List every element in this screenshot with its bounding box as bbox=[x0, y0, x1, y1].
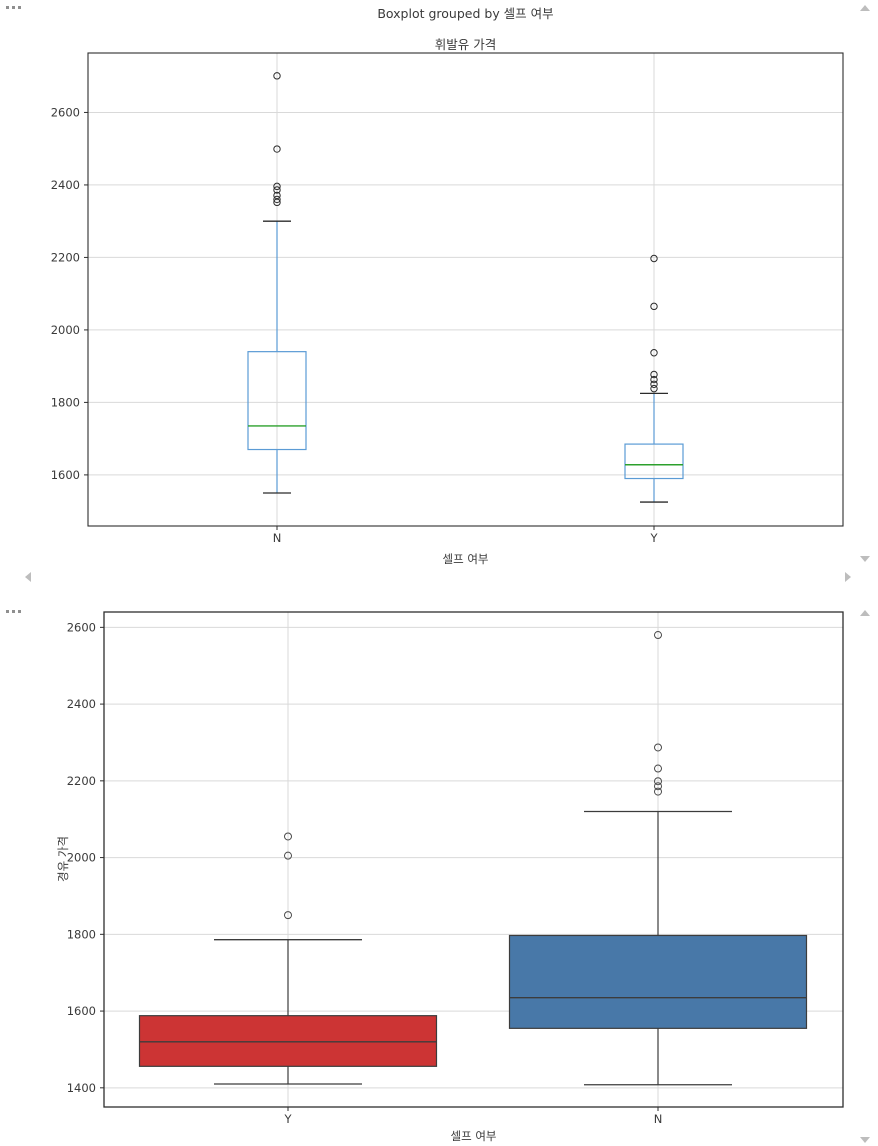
outlier-point bbox=[650, 375, 658, 384]
outlier-point bbox=[284, 851, 292, 860]
outlier-point bbox=[654, 743, 662, 752]
axes-border bbox=[103, 611, 844, 1108]
outlier-point bbox=[650, 254, 658, 263]
outlier-point bbox=[654, 782, 662, 791]
y-tick-label: 2000 bbox=[51, 323, 80, 337]
outlier-point bbox=[650, 384, 658, 393]
outlier-point bbox=[650, 380, 658, 388]
boxplot-figure-diesel: 1400 1600 1800 2000 2200 2400 2600 Y N bbox=[67, 611, 844, 1126]
box-Y bbox=[624, 443, 684, 480]
outlier-point bbox=[654, 777, 662, 786]
x-tick-label: Y bbox=[283, 1112, 292, 1126]
x-tick-label: Y bbox=[649, 531, 658, 545]
outlier-point bbox=[650, 370, 658, 379]
output-overflow-ellipsis-icon-2[interactable] bbox=[6, 610, 24, 614]
y-tick-label: 1600 bbox=[67, 1004, 96, 1018]
outlier-point bbox=[654, 764, 662, 773]
y-tick-label: 2600 bbox=[67, 620, 96, 634]
outlier-point bbox=[273, 145, 281, 153]
outlier-point bbox=[273, 186, 281, 194]
scroll-up-icon[interactable] bbox=[860, 5, 870, 11]
box-N bbox=[247, 351, 307, 451]
y-tick-label: 2400 bbox=[67, 697, 96, 711]
y-tick-label: 2200 bbox=[67, 774, 96, 788]
output-overflow-ellipsis-icon[interactable] bbox=[6, 6, 24, 10]
outlier-point bbox=[284, 911, 292, 920]
box-N bbox=[508, 934, 808, 1029]
y-tick-label: 1400 bbox=[67, 1081, 96, 1095]
outlier-point bbox=[650, 349, 658, 357]
y-tick-label: 2600 bbox=[51, 105, 80, 119]
axes-border bbox=[87, 52, 844, 527]
outlier-point bbox=[273, 191, 281, 200]
scroll-right-icon[interactable] bbox=[845, 572, 851, 582]
y-tick-label: 1800 bbox=[67, 927, 96, 941]
box-Y bbox=[138, 1015, 438, 1067]
xaxis-label-gasoline: 셀프 여부 bbox=[442, 552, 489, 566]
outlier-point bbox=[273, 72, 281, 80]
xaxis-label-diesel: 셀프 여부 bbox=[450, 1129, 497, 1143]
y-tick-label: 2400 bbox=[51, 178, 80, 192]
scroll-left-icon[interactable] bbox=[25, 572, 31, 582]
scroll-up-icon-2[interactable] bbox=[860, 610, 870, 616]
y-tick-label: 2200 bbox=[51, 250, 80, 264]
x-tick-label: N bbox=[654, 1112, 663, 1126]
y-tick-label: 1800 bbox=[51, 395, 80, 409]
axes-title-gasoline: 휘발유 가격 bbox=[434, 37, 497, 52]
boxplot-figure-gasoline: 1600 1800 2000 2200 2400 2600 N Y bbox=[51, 52, 844, 545]
outlier-point bbox=[650, 302, 658, 311]
x-tick-label: N bbox=[273, 531, 282, 545]
yaxis-label-diesel: 경유 가격 bbox=[56, 836, 70, 882]
outlier-point bbox=[273, 182, 281, 191]
outlier-point bbox=[273, 195, 281, 204]
scroll-down-icon-2[interactable] bbox=[860, 1137, 870, 1143]
outlier-point bbox=[654, 787, 662, 796]
outlier-point bbox=[284, 832, 292, 841]
y-tick-label: 2000 bbox=[67, 851, 96, 865]
figure-suptitle: Boxplot grouped by 셀프 여부 bbox=[377, 6, 554, 21]
y-tick-label: 1600 bbox=[51, 468, 80, 482]
scroll-down-icon[interactable] bbox=[860, 556, 870, 562]
outlier-point bbox=[654, 631, 662, 640]
